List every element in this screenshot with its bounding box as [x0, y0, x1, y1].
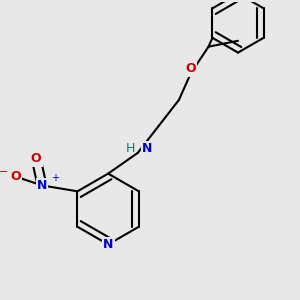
Text: −: −: [0, 167, 8, 177]
Text: +: +: [51, 173, 59, 183]
Text: N: N: [103, 238, 113, 251]
Text: N: N: [142, 142, 152, 155]
Text: O: O: [10, 170, 21, 183]
Text: O: O: [185, 62, 196, 75]
Text: H: H: [125, 142, 135, 155]
Text: N: N: [37, 179, 47, 192]
Text: O: O: [31, 152, 41, 165]
